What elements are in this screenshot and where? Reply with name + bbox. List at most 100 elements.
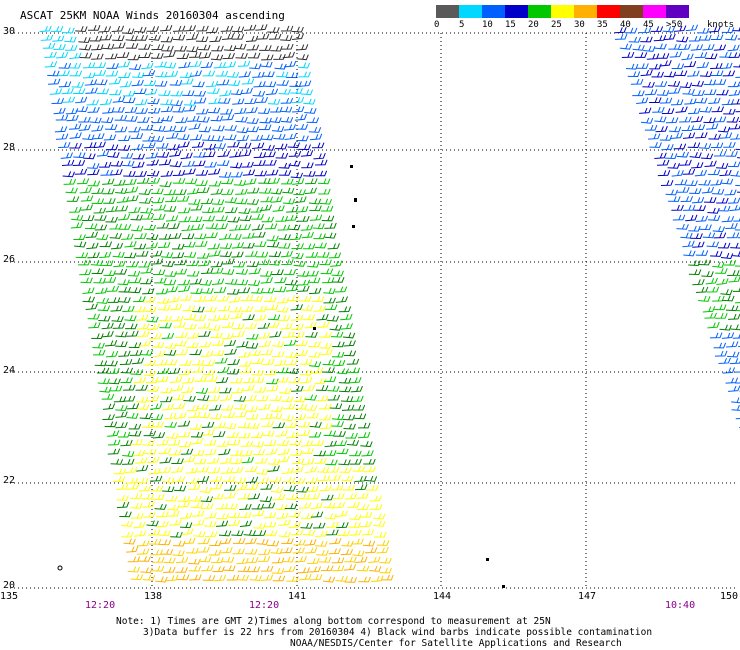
wind-barb [208, 549, 222, 556]
wind-barb [71, 81, 84, 88]
wind-barb [712, 226, 725, 233]
wind-barb [310, 574, 323, 581]
wind-barb [194, 375, 208, 382]
wind-barb [53, 44, 66, 50]
wind-barb [690, 233, 703, 240]
wind-barb [211, 278, 225, 285]
wind-barb [119, 511, 132, 518]
wind-barb [147, 529, 161, 536]
wind-barb [640, 117, 654, 124]
wind-barb [164, 62, 177, 69]
wind-barb [338, 306, 352, 313]
wind-barb [176, 574, 190, 581]
wind-barb [168, 449, 182, 456]
wind-barb [251, 376, 265, 383]
wind-barb [328, 252, 342, 259]
wind-barb [80, 277, 93, 284]
wind-barb [731, 98, 740, 105]
wind-barb [178, 216, 192, 223]
wind-barb [276, 297, 290, 304]
wind-barb [130, 574, 144, 581]
wind-barb [713, 79, 727, 85]
wind-barb [304, 466, 318, 473]
wind-barb [69, 70, 83, 77]
wind-barb [181, 78, 194, 85]
wind-barb [232, 330, 245, 338]
wind-barb [238, 208, 251, 215]
wind-barb [268, 33, 282, 40]
wind-barb [278, 519, 291, 526]
wind-barb [379, 567, 392, 574]
wind-barb [309, 133, 323, 141]
wind-barb [40, 34, 54, 41]
wind-barb [62, 27, 75, 34]
wind-barb [313, 305, 326, 312]
wind-barb [710, 62, 723, 69]
wind-barb [654, 116, 667, 123]
wind-barb [133, 306, 146, 313]
wind-barb [58, 81, 72, 88]
colorbar-label: 30 [574, 20, 585, 30]
wind-barb [156, 142, 169, 149]
wind-barb [216, 440, 230, 447]
wind-barb [115, 341, 128, 348]
wind-barb [82, 296, 95, 303]
wind-barb [625, 63, 639, 70]
wind-barb [282, 403, 296, 410]
wind-barb [115, 187, 128, 194]
wind-barb [166, 132, 179, 139]
wind-barb [293, 396, 307, 403]
wind-barb [319, 332, 332, 338]
wind-barb [293, 477, 306, 484]
wind-barb [671, 170, 684, 177]
wind-barb [125, 477, 138, 484]
wind-barb [314, 377, 327, 385]
wind-barb [189, 70, 202, 77]
wind-barb [102, 43, 115, 50]
wind-barb [242, 384, 255, 392]
wind-barb [275, 430, 288, 437]
wind-barb [209, 413, 223, 420]
wind-barb [363, 458, 376, 465]
wind-barb [315, 159, 328, 166]
wind-barb [165, 286, 178, 293]
wind-barb [653, 35, 667, 42]
wind-barb [275, 71, 289, 78]
wind-barb [220, 467, 234, 474]
wind-barb [42, 42, 56, 49]
wind-barb [162, 260, 175, 268]
wind-barb [277, 448, 290, 456]
wind-barb [300, 89, 314, 96]
wind-barb [132, 161, 145, 169]
wind-barb [290, 172, 304, 179]
wind-barb [246, 261, 260, 268]
wind-barb [220, 25, 234, 32]
wind-barb [256, 395, 269, 402]
wind-barb [654, 152, 667, 159]
wind-barb [291, 323, 304, 330]
wind-barb [722, 367, 735, 374]
wind-barb [735, 184, 740, 187]
colorbar-swatch [505, 5, 528, 18]
wind-barb [683, 61, 697, 68]
wind-barb [231, 466, 244, 474]
wind-barb [113, 260, 126, 268]
wind-barb [291, 26, 304, 33]
wind-barb [290, 529, 304, 536]
wind-barb [87, 106, 100, 113]
colorbar-swatch [666, 5, 689, 18]
colorbar-label: 45 [643, 20, 654, 30]
wind-barb [260, 574, 274, 581]
wind-barb [709, 332, 723, 339]
wind-barb [312, 223, 325, 230]
wind-barb [225, 278, 238, 285]
wind-barb [342, 332, 356, 339]
wind-barb [273, 133, 286, 140]
wind-barb [701, 271, 714, 277]
wind-barb [173, 321, 186, 328]
wind-barb [105, 53, 118, 60]
wind-barb [73, 234, 86, 240]
wind-barb [276, 306, 289, 313]
wind-barb [682, 240, 695, 248]
wind-barb [255, 96, 268, 104]
